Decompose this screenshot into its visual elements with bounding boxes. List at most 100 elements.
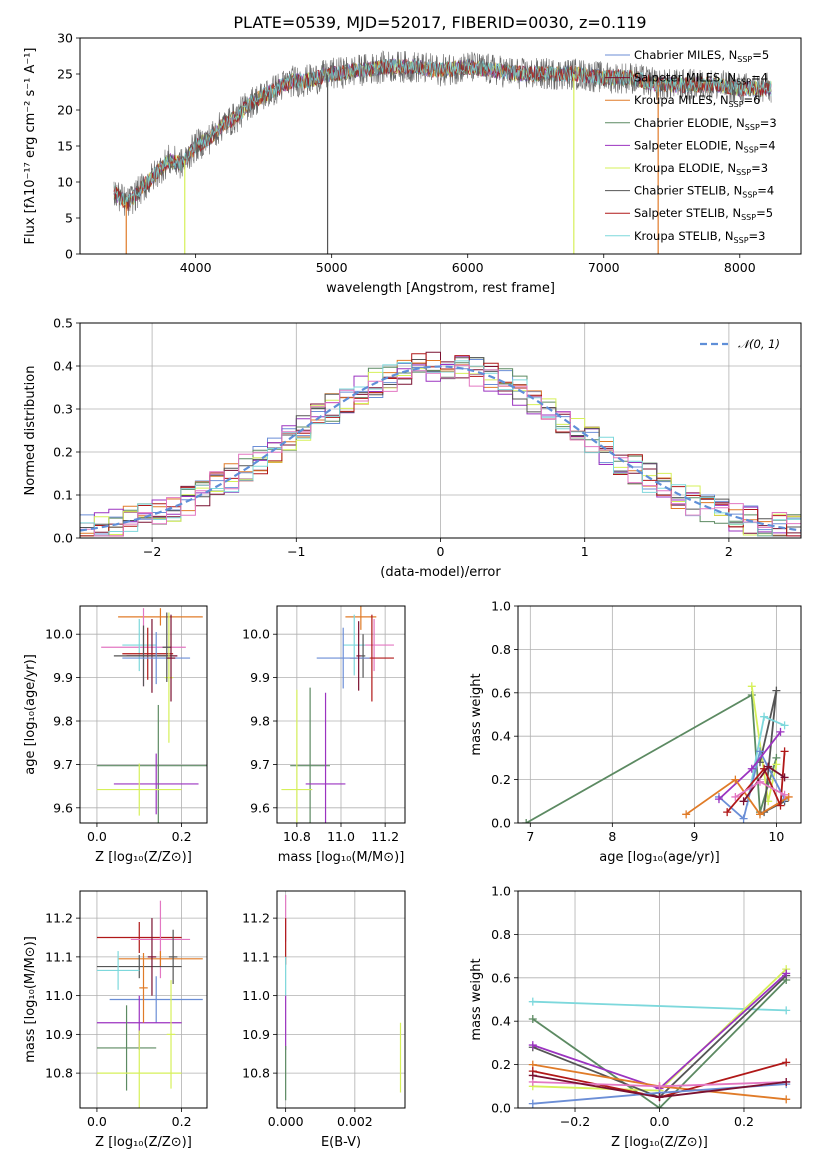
errorbar-point <box>399 1022 402 1093</box>
errorbar-point <box>96 1030 182 1108</box>
series-marker <box>782 969 791 978</box>
series-marker <box>655 1082 664 1091</box>
gaussian-curve <box>80 365 801 532</box>
legend-label-text: Kroupa ELODIE, N <box>634 161 736 175</box>
axes-frame <box>276 890 406 1109</box>
series <box>522 690 781 823</box>
y-tick-label: 9.7 <box>53 757 73 772</box>
series-marker <box>760 712 769 721</box>
legend-label: Chabrier MILES, NSSP=5 <box>634 48 769 64</box>
errorbar-point <box>139 953 148 1023</box>
x-tick-label: 7000 <box>588 260 620 275</box>
panel-mass-vs-Z: 0.0 0.2 10.8 10.9 11.0 11.1 11.2 Z [log₁₀(Z/Z⊙)… <box>23 890 208 1150</box>
y-tick-label: 9.6 <box>250 800 270 815</box>
legend-label: Salpeter STELIB, NSSP=5 <box>634 206 773 222</box>
series-marker <box>780 747 789 756</box>
y-tick-label: 11.2 <box>242 911 270 926</box>
y-tick-label: 25 <box>57 67 73 82</box>
y-tick-label: 9.8 <box>53 714 73 729</box>
y-tick-label: 1.0 <box>491 884 511 899</box>
series <box>714 727 785 804</box>
legend-label-count: =4 <box>757 184 774 198</box>
series-marker <box>755 777 764 786</box>
series-marker <box>723 808 732 817</box>
errorbar-point <box>305 692 346 823</box>
histogram-series <box>80 351 801 534</box>
x-tick-label: 8 <box>608 829 616 844</box>
y-tick-label: 9.9 <box>250 670 270 685</box>
axes-frame <box>79 37 802 255</box>
y-axis-label: age [log₁₀(age/yr)] <box>23 654 38 775</box>
legend-label-subscript: SSP <box>742 191 757 200</box>
histogram-series <box>80 368 801 537</box>
series-marker <box>747 682 756 691</box>
series-marker <box>780 773 789 782</box>
x-axis-label: Z [log₁₀(Z/Z⊙)] <box>611 1135 708 1150</box>
y-tick-label: 10.0 <box>242 627 270 642</box>
panel-residuals: −2 −1 0 1 2 0.0 0.1 0.2 0.3 0.4 0.5 (data-model)/er… <box>23 316 802 580</box>
x-tick-label: 0.2 <box>172 829 192 844</box>
legend-label: Salpeter ELODIE, NSSP=4 <box>634 138 776 154</box>
y-tick-label: 10.8 <box>242 1066 270 1081</box>
series-marker <box>782 1058 791 1067</box>
legend-label: Kroupa ELODIE, NSSP=3 <box>634 161 768 177</box>
legend-label-subscript: SSP <box>734 236 749 245</box>
plot-area <box>285 894 402 1101</box>
x-tick-label: 2 <box>725 544 733 559</box>
x-tick-label: 8000 <box>724 260 756 275</box>
plot-area <box>528 965 791 1108</box>
panel-age-vs-Z: 0.0 0.2 9.6 9.7 9.8 9.9 10.0 Z [log₁₀(Z/Z⊙)] age… <box>23 605 208 865</box>
legend-label-count: =6 <box>744 93 761 107</box>
y-axis-label: Flux [fλ10⁻¹⁷ erg cm⁻² s⁻¹ A⁻¹] <box>23 48 38 245</box>
errorbar-point <box>281 689 313 823</box>
y-tick-label: 11.0 <box>45 988 73 1003</box>
y-tick-label: 10.9 <box>242 1027 270 1042</box>
x-tick-label: −1 <box>287 544 305 559</box>
x-axis-label: Z [log₁₀(Z/Z⊙)] <box>95 850 192 865</box>
series-marker <box>780 721 789 730</box>
series-marker <box>776 727 785 736</box>
series <box>528 1071 791 1102</box>
y-tick-label: 0.4 <box>491 1014 511 1029</box>
y-tick-label: 9.9 <box>53 670 73 685</box>
y-tick-label: 0.0 <box>53 531 73 546</box>
panel-massweight-vs-Z: −0.2 0.0 0.2 0.0 0.2 0.4 0.6 0.8 1.0 Z [log₁₀(Z/Z… <box>469 884 802 1150</box>
y-tick-label: 0.5 <box>53 316 73 331</box>
y-tick-label: 0.2 <box>53 445 73 460</box>
errorbar-point <box>122 619 157 672</box>
series-line <box>532 979 787 1108</box>
plot-area <box>80 351 801 537</box>
errorbar-point <box>118 608 203 626</box>
series <box>731 777 789 801</box>
axes-frame <box>79 890 208 1109</box>
errorbar-point <box>164 612 174 743</box>
y-tick-label: 0.1 <box>53 488 73 503</box>
errorbar-point <box>96 763 182 816</box>
axes-frame <box>79 322 802 539</box>
y-tick-label: 15 <box>57 139 73 154</box>
series-marker <box>784 792 793 801</box>
x-axis-label: wavelength [Angstrom, rest frame] <box>326 281 555 296</box>
legend-label: Kroupa MILES, NSSP=6 <box>634 93 760 109</box>
errorbar-point <box>356 621 361 691</box>
y-axis-label: mass weight <box>469 673 484 755</box>
y-tick-label: 20 <box>57 103 73 118</box>
errorbar-point <box>122 632 191 685</box>
legend-label-text: Chabrier ELODIE, N <box>634 116 745 130</box>
y-tick-label: 0.3 <box>53 402 73 417</box>
series-marker <box>780 790 789 799</box>
x-tick-label: 6000 <box>452 260 484 275</box>
legend-label: Chabrier ELODIE, NSSP=3 <box>634 116 777 132</box>
y-tick-label: 0.4 <box>53 359 73 374</box>
x-tick-label: 0.000 <box>268 1114 304 1129</box>
y-axis-label: mass weight <box>469 958 484 1040</box>
y-tick-label: 0.0 <box>491 816 511 831</box>
errorbar-point <box>285 995 287 1050</box>
x-tick-label: 1 <box>581 544 589 559</box>
errorbar-point <box>109 976 203 1023</box>
legend-label-subscript: SSP <box>745 123 760 132</box>
y-tick-label: 0.8 <box>491 642 511 657</box>
x-tick-label: 11.0 <box>327 829 355 844</box>
x-tick-label: 0.002 <box>337 1114 373 1129</box>
x-tick-label: 10 <box>768 829 784 844</box>
